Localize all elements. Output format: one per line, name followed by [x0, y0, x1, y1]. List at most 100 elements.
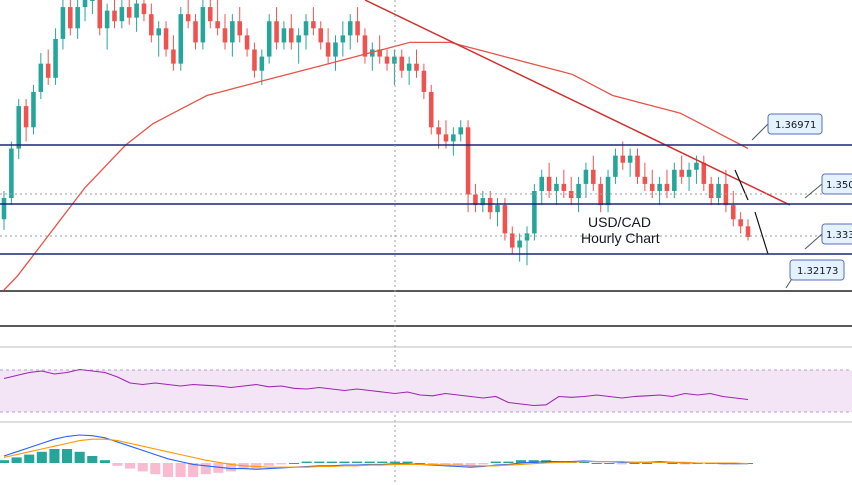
candle-down: [362, 35, 368, 57]
candle-up: [613, 155, 618, 177]
candle-down: [708, 183, 714, 199]
candle-down: [45, 63, 51, 78]
callout-leader-1: [751, 123, 769, 141]
macd-histogram-bar: [629, 463, 640, 464]
candle-down: [723, 183, 729, 206]
candle-down: [561, 183, 567, 191]
macd-histogram-bar: [427, 463, 438, 465]
candle-up: [480, 198, 486, 206]
macd-histogram-bar: [452, 463, 464, 466]
candle-up: [178, 14, 184, 64]
candle-up: [554, 183, 559, 191]
candle-up: [370, 49, 375, 57]
candle-down: [399, 56, 405, 71]
descending-trendline: [364, 0, 791, 206]
macd-histogram-bar: [276, 463, 287, 465]
candle-down: [171, 49, 176, 64]
macd-histogram-bar: [24, 454, 35, 463]
macd-histogram-bar: [604, 463, 615, 464]
macd-histogram-bar: [339, 461, 350, 463]
macd-histogram-bar: [465, 463, 476, 466]
callout-box-1: [767, 113, 823, 135]
macd-histogram-bar: [112, 463, 123, 466]
macd-histogram-bar: [213, 463, 224, 473]
candle-down: [428, 91, 434, 128]
macd-histogram-bar: [364, 461, 375, 463]
macd-histogram-bar: [528, 460, 539, 463]
candle-up: [259, 56, 265, 71]
level-label-2: 1.350: [826, 180, 852, 191]
macd-histogram-bar: [49, 449, 60, 463]
macd-histogram-bar: [415, 463, 426, 464]
candle-down: [502, 205, 508, 234]
candle-down: [443, 134, 449, 142]
candle-down: [289, 28, 294, 43]
callout-box-3: [821, 223, 852, 245]
candle-up: [686, 169, 692, 177]
candle-down: [738, 219, 743, 227]
candle-up: [303, 21, 309, 36]
macd-pane: [0, 434, 754, 477]
macd-histogram-bar: [0, 460, 10, 463]
candle-down: [745, 226, 751, 237]
candle-down: [163, 28, 169, 50]
candle-down: [546, 176, 552, 191]
macd-histogram-bar: [314, 461, 325, 463]
candle-up: [82, 0, 88, 8]
callout-leader-3: [804, 233, 823, 250]
chart-title: USD/CAD: [588, 214, 651, 230]
level-label-1: 1.36971: [775, 120, 816, 131]
candle-up: [1, 198, 7, 220]
candle-up: [38, 63, 44, 92]
macd-histogram-bar: [150, 463, 161, 475]
macd-histogram-bar: [62, 449, 73, 463]
macd-histogram-bar: [11, 457, 22, 463]
candle-up: [266, 21, 272, 57]
candle-down: [730, 205, 736, 220]
candle-up: [119, 7, 125, 22]
candle-up: [458, 127, 463, 135]
macd-histogram-bar: [515, 460, 527, 463]
macd-histogram-bar: [579, 461, 590, 463]
candle-down: [568, 190, 574, 199]
level-label-3: 1.333: [826, 230, 852, 241]
macd-line: [3, 434, 748, 470]
candle-down: [215, 21, 220, 29]
candle-down: [635, 155, 640, 177]
candle-up: [281, 28, 287, 43]
candle-down: [473, 194, 478, 206]
candle-down: [237, 21, 243, 36]
macd-histogram-bar: [263, 463, 274, 466]
candle-down: [193, 21, 198, 43]
candle-up: [627, 155, 633, 163]
candle-up: [9, 148, 14, 199]
candle-down: [509, 233, 515, 248]
macd-histogram-bar: [175, 463, 186, 477]
projection-line-lower: [754, 211, 769, 255]
candle-up: [517, 240, 522, 248]
candle-up: [340, 35, 346, 43]
candle-down: [141, 3, 147, 15]
macd-histogram-bar: [389, 461, 400, 463]
candle-up: [200, 7, 206, 43]
macd-histogram-bar: [36, 451, 47, 463]
projection-line-upper: [734, 169, 749, 201]
callout-box-2: [821, 173, 852, 195]
macd-histogram-bar: [503, 461, 514, 463]
candle-up: [60, 7, 66, 39]
candle-down: [414, 63, 419, 71]
macd-histogram-bar: [478, 463, 489, 465]
candle-up: [532, 190, 537, 234]
candle-up: [31, 91, 36, 128]
candle-up: [53, 38, 58, 78]
candle-up: [104, 10, 110, 29]
candle-up: [75, 7, 80, 29]
macd-histogram-bar: [99, 460, 110, 463]
candle-down: [355, 21, 360, 36]
moving-average-line: [3, 41, 749, 291]
candle-down: [207, 7, 213, 22]
candle-down: [598, 183, 603, 206]
candle-down: [377, 49, 382, 57]
